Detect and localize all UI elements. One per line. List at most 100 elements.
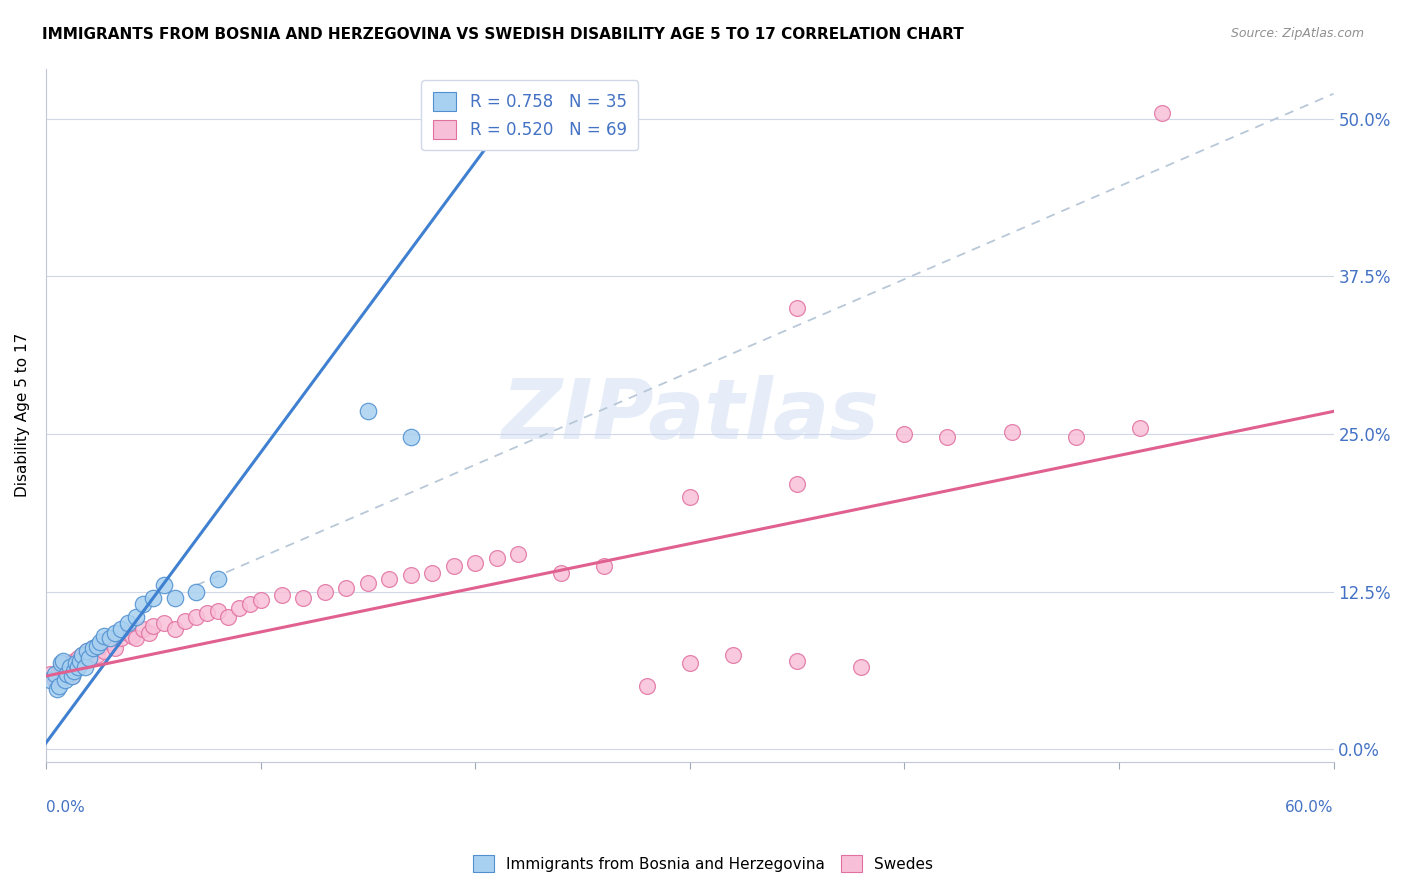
Point: [142, 591, 165, 605]
Legend: R = 0.758   N = 35, R = 0.520   N = 69: R = 0.758 N = 35, R = 0.520 N = 69: [422, 80, 638, 151]
Point: [53, 666, 76, 681]
Point: [207, 603, 229, 617]
Point: [98, 632, 121, 646]
Point: [186, 584, 208, 599]
Point: [506, 547, 529, 561]
Point: [121, 629, 143, 643]
Point: [174, 614, 197, 628]
Point: [44, 666, 66, 681]
Point: [98, 635, 121, 649]
Point: [163, 591, 186, 605]
Point: [786, 654, 808, 668]
Point: [117, 616, 139, 631]
Point: [104, 626, 127, 640]
Point: [65, 660, 87, 674]
Point: [1001, 425, 1024, 439]
Point: [104, 641, 127, 656]
Point: [63, 664, 86, 678]
Point: [1150, 105, 1173, 120]
Point: [110, 632, 132, 646]
Point: [228, 601, 250, 615]
Point: [86, 648, 108, 662]
Point: [45, 681, 67, 696]
Point: [399, 568, 422, 582]
Point: [936, 429, 959, 443]
Text: Source: ZipAtlas.com: Source: ZipAtlas.com: [1230, 27, 1364, 40]
Point: [44, 673, 66, 687]
Point: [271, 588, 294, 602]
Point: [357, 575, 380, 590]
Point: [93, 629, 115, 643]
Point: [89, 635, 111, 649]
Point: [786, 301, 808, 315]
Point: [60, 669, 83, 683]
Point: [69, 654, 91, 668]
Point: [52, 657, 75, 671]
Point: [893, 427, 915, 442]
Point: [464, 556, 486, 570]
Point: [485, 550, 508, 565]
Point: [45, 669, 67, 683]
Point: [67, 651, 90, 665]
Point: [49, 657, 72, 671]
Point: [593, 559, 616, 574]
Point: [58, 660, 80, 674]
Point: [65, 657, 87, 671]
Point: [76, 644, 98, 658]
Point: [186, 610, 208, 624]
Point: [786, 477, 808, 491]
Point: [49, 660, 72, 674]
Point: [125, 632, 148, 646]
Point: [239, 597, 262, 611]
Point: [77, 651, 100, 665]
Point: [58, 659, 80, 673]
Text: 60.0%: 60.0%: [1285, 800, 1333, 815]
Point: [86, 639, 108, 653]
Point: [314, 584, 336, 599]
Text: IMMIGRANTS FROM BOSNIA AND HERZEGOVINA VS SWEDISH DISABILITY AGE 5 TO 17 CORRELA: IMMIGRANTS FROM BOSNIA AND HERZEGOVINA V…: [42, 27, 965, 42]
Point: [138, 626, 160, 640]
Point: [550, 566, 572, 580]
Point: [131, 597, 153, 611]
Point: [82, 641, 104, 656]
Point: [636, 679, 658, 693]
Point: [399, 429, 422, 443]
Point: [93, 644, 115, 658]
Point: [249, 593, 271, 607]
Point: [73, 660, 96, 674]
Point: [63, 654, 86, 668]
Point: [53, 673, 76, 687]
Point: [67, 660, 90, 674]
Point: [125, 610, 148, 624]
Point: [52, 654, 75, 668]
Point: [56, 666, 79, 681]
Point: [48, 664, 70, 678]
Y-axis label: Disability Age 5 to 17: Disability Age 5 to 17: [15, 333, 30, 497]
Point: [292, 591, 315, 605]
Point: [153, 578, 176, 592]
Point: [207, 572, 229, 586]
Point: [82, 641, 104, 656]
Text: ZIPatlas: ZIPatlas: [501, 375, 879, 456]
Point: [679, 490, 702, 504]
Point: [378, 572, 401, 586]
Point: [56, 663, 79, 677]
Point: [60, 669, 83, 683]
Point: [679, 657, 702, 671]
Point: [851, 660, 873, 674]
Point: [142, 618, 165, 632]
Point: [1129, 421, 1152, 435]
Point: [335, 581, 357, 595]
Point: [153, 616, 176, 631]
Point: [195, 606, 218, 620]
Point: [39, 666, 62, 681]
Point: [110, 623, 132, 637]
Point: [89, 639, 111, 653]
Point: [131, 623, 153, 637]
Point: [77, 651, 100, 665]
Point: [420, 566, 443, 580]
Point: [76, 644, 98, 658]
Legend: Immigrants from Bosnia and Herzegovina, Swedes: Immigrants from Bosnia and Herzegovina, …: [465, 847, 941, 880]
Point: [39, 673, 62, 687]
Point: [721, 648, 744, 662]
